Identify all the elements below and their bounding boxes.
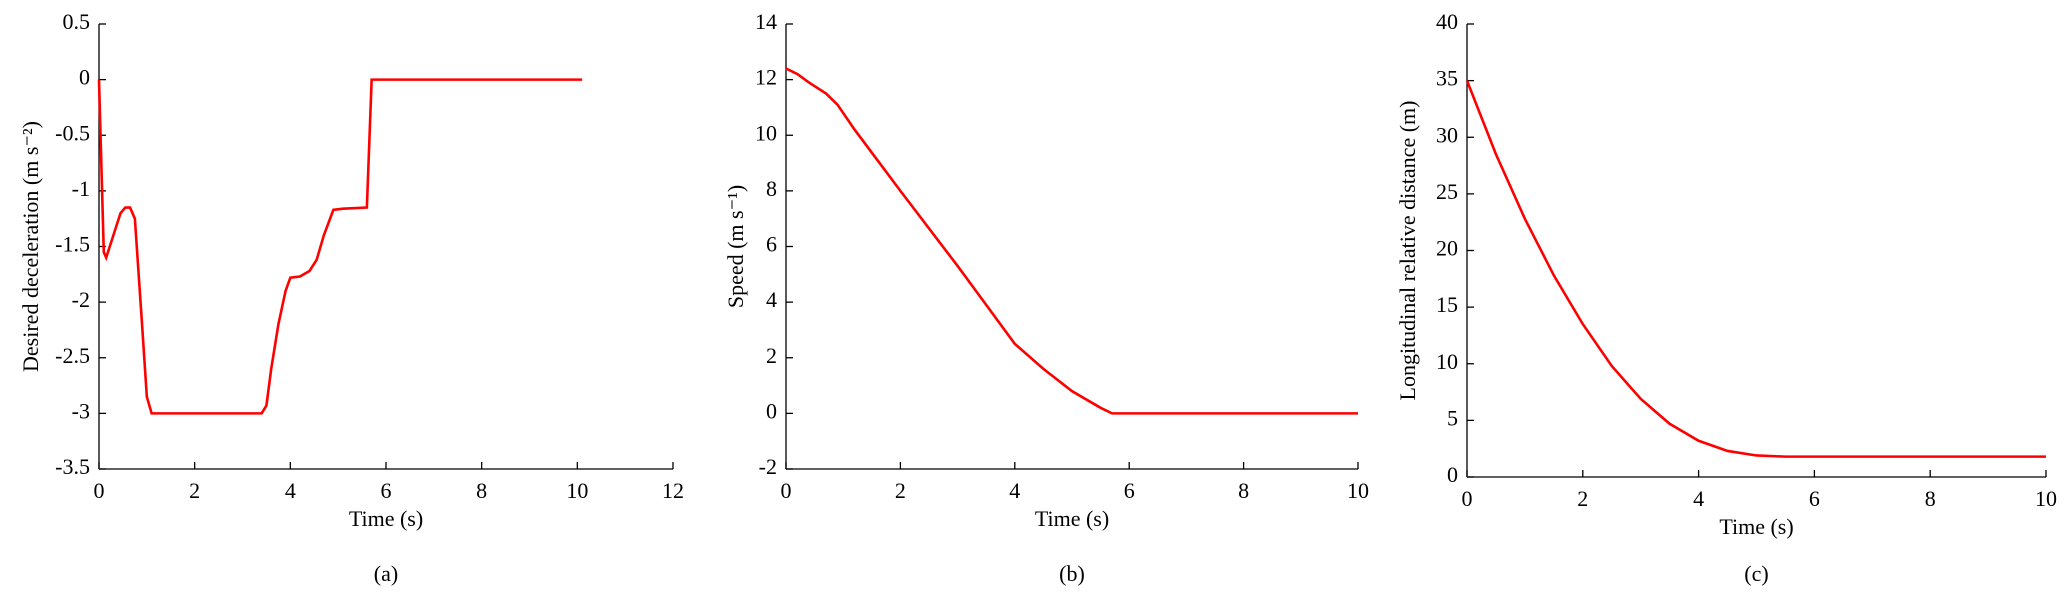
y-tick-label: 20	[1436, 236, 1458, 261]
x-tick-label: 4	[285, 478, 296, 503]
y-tick-label: -0.5	[55, 120, 90, 145]
y-tick-label: -1.5	[55, 232, 90, 257]
y-tick-label: 0	[79, 65, 90, 90]
x-tick-label: 10	[2035, 486, 2057, 511]
y-tick-label: 14	[755, 9, 777, 34]
y-tick-label: 10	[1436, 349, 1458, 374]
x-tick-label: 0	[1462, 486, 1473, 511]
y-tick-label: 30	[1436, 122, 1458, 147]
x-tick-label: 2	[1577, 486, 1588, 511]
x-tick-label: 10	[1347, 478, 1369, 503]
y-tick-label: 4	[766, 287, 777, 312]
y-tick-label: -2	[759, 454, 777, 479]
x-axis-label: Time (s)	[349, 506, 423, 531]
x-tick-label: 0	[94, 478, 105, 503]
y-tick-label: -2.5	[55, 343, 90, 368]
y-tick-label: 0.5	[63, 9, 91, 34]
panel-caption: (b)	[1059, 561, 1085, 586]
data-line	[785, 67, 1358, 415]
y-tick-label: 2	[766, 343, 777, 368]
x-tick-label: 2	[189, 478, 200, 503]
x-axis-label: Time (s)	[1035, 506, 1109, 531]
y-tick-label: 40	[1436, 9, 1458, 34]
y-tick-label: 6	[766, 232, 777, 257]
y-tick-label: -3.5	[55, 454, 90, 479]
y-axis-label: Desired deceleration (m s⁻²)	[18, 121, 43, 372]
y-tick-label: -2	[72, 287, 90, 312]
x-tick-label: 6	[1809, 486, 1820, 511]
y-axis-label: Speed (m s⁻¹)	[723, 185, 748, 308]
panel-caption: (c)	[1744, 561, 1768, 586]
x-tick-label: 4	[1693, 486, 1704, 511]
x-tick-label: 10	[566, 478, 588, 503]
y-tick-label: 8	[766, 176, 777, 201]
x-axis-label: Time (s)	[1719, 514, 1793, 539]
x-tick-label: 6	[1124, 478, 1135, 503]
y-tick-label: 35	[1436, 66, 1458, 91]
data-line	[1465, 80, 2046, 458]
x-tick-label: 0	[781, 478, 792, 503]
x-tick-label: 6	[381, 478, 392, 503]
x-tick-label: 4	[1009, 478, 1020, 503]
y-tick-label: -1	[72, 176, 90, 201]
panel-caption: (a)	[374, 561, 398, 586]
y-tick-label: 10	[755, 120, 777, 145]
data-line	[97, 78, 583, 415]
y-tick-label: 0	[1447, 462, 1458, 487]
x-tick-label: 8	[1238, 478, 1249, 503]
y-tick-label: 25	[1436, 179, 1458, 204]
y-tick-label: 12	[755, 65, 777, 90]
y-tick-label: -3	[72, 398, 90, 423]
x-tick-label: 8	[1925, 486, 1936, 511]
y-tick-label: 15	[1436, 292, 1458, 317]
y-tick-label: 5	[1447, 405, 1458, 430]
x-tick-label: 8	[476, 478, 487, 503]
x-tick-label: 2	[895, 478, 906, 503]
x-tick-label: 12	[662, 478, 684, 503]
y-axis-label: Longitudinal relative distance (m)	[1395, 101, 1420, 401]
y-tick-label: 0	[766, 398, 777, 423]
